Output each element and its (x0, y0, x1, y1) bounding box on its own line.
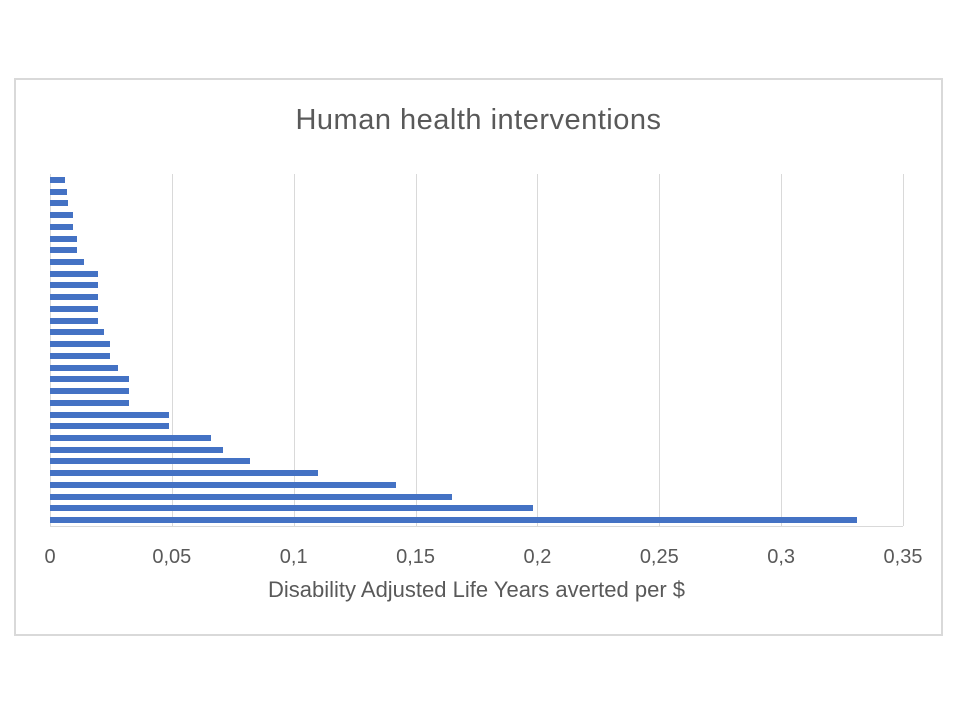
bar (50, 259, 84, 265)
bar (50, 329, 104, 336)
x-tick-label: 0,3 (767, 546, 796, 568)
bar (50, 235, 77, 242)
bar (50, 470, 318, 477)
bar (50, 223, 73, 230)
x-tick-label: 0,05 (152, 546, 192, 568)
bar (50, 423, 169, 430)
bar (50, 176, 65, 183)
x-tick-label: 0,1 (279, 546, 308, 568)
bar (50, 317, 98, 324)
gridline (293, 174, 295, 526)
bar (50, 294, 98, 301)
x-axis-title: Disability Adjusted Life Years averted p… (267, 577, 686, 602)
bar (50, 493, 452, 500)
chart-title: Human health interventions (295, 104, 662, 136)
bar (50, 352, 110, 359)
bar (50, 200, 68, 207)
bar (50, 282, 98, 289)
y-axis-line (50, 174, 51, 526)
bar (50, 399, 129, 406)
x-tick-label: 0,25 (639, 546, 679, 568)
bar (50, 376, 129, 383)
plot-area (50, 174, 904, 527)
bar (50, 505, 533, 512)
bar (50, 270, 98, 277)
bar (50, 517, 857, 524)
gridline (171, 174, 173, 526)
x-axis-tick-labels: 0 0,05 0,1 0,15 0,2 0,25 0,3 0,35 (44, 546, 922, 570)
bar (50, 435, 211, 441)
x-tick-label: 0,2 (523, 546, 552, 568)
gridline (659, 174, 661, 526)
bar (50, 411, 169, 418)
x-tick-label: 0,15 (396, 546, 436, 568)
gridline (415, 174, 417, 526)
bar (50, 481, 396, 488)
bar (50, 212, 73, 219)
bar (50, 446, 223, 453)
bar (50, 247, 77, 254)
bar (50, 305, 98, 312)
bar (50, 341, 110, 348)
bar (50, 458, 250, 465)
gridline (903, 174, 904, 526)
x-tick-label: 0 (44, 546, 56, 568)
bar (50, 188, 67, 195)
x-tick-label: 0,35 (883, 546, 923, 568)
chart-container: Human health interventions 0 0,05 0,1 0,15 0… (14, 78, 943, 636)
gridline (781, 174, 783, 526)
bar (50, 388, 129, 395)
bar (50, 364, 118, 371)
gridline (537, 174, 539, 526)
